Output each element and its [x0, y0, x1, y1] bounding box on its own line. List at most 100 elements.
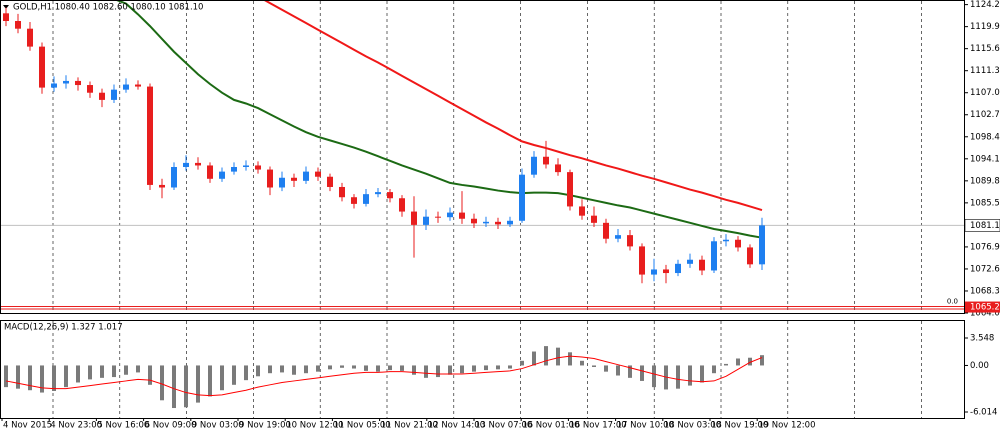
- macd-bar: [232, 365, 236, 385]
- y-tick-label: 1072.60: [970, 264, 1000, 274]
- y-tick-label: 1064.00: [970, 309, 1000, 319]
- x-tick-label: 4 Nov 23:00: [50, 421, 102, 431]
- macd-bar: [100, 365, 104, 378]
- macd-bar: [496, 365, 500, 370]
- macd-bar: [256, 365, 260, 377]
- candle-body: [3, 13, 9, 22]
- y-tick-label: 1098.40: [970, 132, 1000, 142]
- candle-body: [363, 194, 369, 204]
- macd-bar: [460, 365, 464, 374]
- macd-bar: [196, 365, 200, 403]
- candle-body: [123, 84, 129, 90]
- macd-bar: [136, 365, 140, 373]
- macd-bar: [352, 365, 356, 369]
- chart-title: GOLD,H1 1080.40 1082.60 1080.10 1081.10: [13, 3, 203, 13]
- candle-body: [15, 21, 21, 29]
- x-tick-label: 18 Nov 19:00: [711, 421, 768, 431]
- candle-body: [639, 246, 645, 275]
- candle-body: [627, 235, 633, 247]
- macd-bar: [316, 365, 320, 372]
- candle-body: [459, 212, 465, 219]
- macd-bar: [160, 365, 164, 401]
- candle-body: [423, 216, 429, 225]
- candle-body: [315, 171, 321, 177]
- y-tick-label: 1102.70: [970, 110, 1000, 120]
- candle-body: [759, 225, 765, 265]
- candle-body: [39, 46, 45, 88]
- macd-bar: [508, 365, 512, 369]
- macd-bar: [472, 365, 476, 372]
- candle-body: [375, 192, 381, 195]
- macd-bar: [364, 365, 368, 371]
- y-tick-label: 1089.80: [970, 176, 1000, 186]
- y-tick-label: 1068.30: [970, 286, 1000, 296]
- macd-bar: [340, 365, 344, 368]
- macd-panel: [0, 320, 965, 419]
- moving-average: [116, 1, 763, 239]
- last-price-label: 1081.10: [970, 221, 1000, 231]
- macd-y-tick-label: 3.548: [970, 334, 994, 344]
- macd-signal: [5, 355, 763, 397]
- macd-bar: [568, 352, 572, 366]
- macd-bar: [544, 346, 548, 366]
- menu-arrow: [3, 5, 9, 9]
- x-tick-label: 10 Nov 12:00: [286, 421, 343, 431]
- candle-body: [699, 259, 705, 271]
- candle-body: [603, 222, 609, 239]
- macd-bar: [184, 365, 188, 408]
- candle-body: [135, 84, 141, 87]
- macd-bar: [652, 365, 656, 388]
- x-tick-label: 17 Nov 10:00: [617, 421, 674, 431]
- x-tick-label: 11 Nov 21:00: [381, 421, 438, 431]
- x-tick-label: 16 Nov 17:00: [569, 421, 626, 431]
- macd-title: MACD(12,26,9) 1.327 1.017: [4, 323, 123, 333]
- candle-body: [723, 239, 729, 242]
- candle-body: [339, 186, 345, 198]
- x-tick-label: 19 Nov 12:00: [758, 421, 815, 431]
- macd-bar: [736, 358, 740, 366]
- candle-body: [399, 198, 405, 212]
- candle-body: [207, 165, 213, 179]
- candle-body: [159, 184, 165, 188]
- macd-bar: [208, 365, 212, 397]
- candle-body: [507, 220, 513, 225]
- macd-bar: [88, 365, 92, 380]
- x-tick-label: 11 Nov 05:00: [333, 421, 390, 431]
- y-tick-label: 1111.30: [970, 66, 1000, 76]
- macd-bar: [520, 360, 524, 366]
- level-text: 0.0: [947, 298, 958, 306]
- macd-bar: [700, 365, 704, 383]
- candle-body: [663, 269, 669, 274]
- macd-bar: [28, 365, 32, 391]
- macd-bar: [448, 365, 452, 375]
- candle-body: [495, 221, 501, 225]
- x-tick-label: 6 Nov 09:00: [145, 421, 197, 431]
- y-tick-label: 1085.50: [970, 198, 1000, 208]
- x-tick-label: 16 Nov 01:00: [522, 421, 579, 431]
- x-tick-label: 9 Nov 03:00: [192, 421, 244, 431]
- candle-body: [615, 235, 621, 239]
- macd-bar: [760, 355, 764, 366]
- y-tick-label: 1107.00: [970, 88, 1000, 98]
- macd-bar: [616, 365, 620, 376]
- macd-bar: [304, 365, 308, 374]
- macd-bar: [16, 365, 20, 389]
- macd-bar: [328, 365, 332, 370]
- y-tick-label: 1124.20: [970, 0, 1000, 10]
- candle-body: [147, 86, 153, 185]
- candle-body: [219, 171, 225, 179]
- candle-body: [531, 156, 537, 175]
- candle-body: [243, 165, 249, 168]
- macd-bar: [220, 365, 224, 391]
- candle-body: [735, 239, 741, 248]
- candle-body: [75, 80, 81, 86]
- macd-bar: [580, 360, 584, 366]
- candle-body: [447, 212, 453, 218]
- x-tick-label: 18 Nov 03:00: [664, 421, 721, 431]
- x-tick-label: 4 Nov 2015: [3, 421, 52, 431]
- candle-body: [231, 167, 237, 172]
- macd-bar: [688, 365, 692, 386]
- level-label: 1065.26: [970, 303, 1000, 313]
